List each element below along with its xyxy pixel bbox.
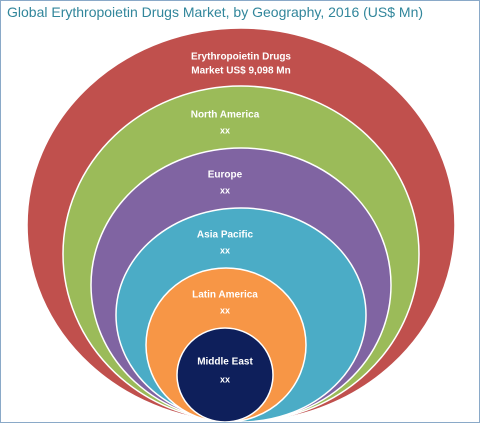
title: Global Erythropoietin Drugs Market, by G…	[7, 4, 424, 20]
ring-label: xx	[220, 125, 230, 135]
ring-label: xx	[220, 305, 230, 315]
ring-label: Market US$ 9,098 Mn	[191, 66, 291, 77]
ring-label: Erythropoietin Drugs	[191, 52, 291, 63]
ring-label: xx	[220, 374, 230, 384]
ring-label: Latin America	[192, 290, 258, 301]
ring-label: xx	[220, 185, 230, 195]
ring-label: Europe	[208, 170, 243, 181]
ring-label: Asia Pacific	[197, 230, 254, 241]
ring-label: North America	[191, 110, 260, 121]
ring-label: xx	[220, 245, 230, 255]
ring	[176, 327, 274, 422]
ring-label: Middle East	[197, 357, 253, 368]
